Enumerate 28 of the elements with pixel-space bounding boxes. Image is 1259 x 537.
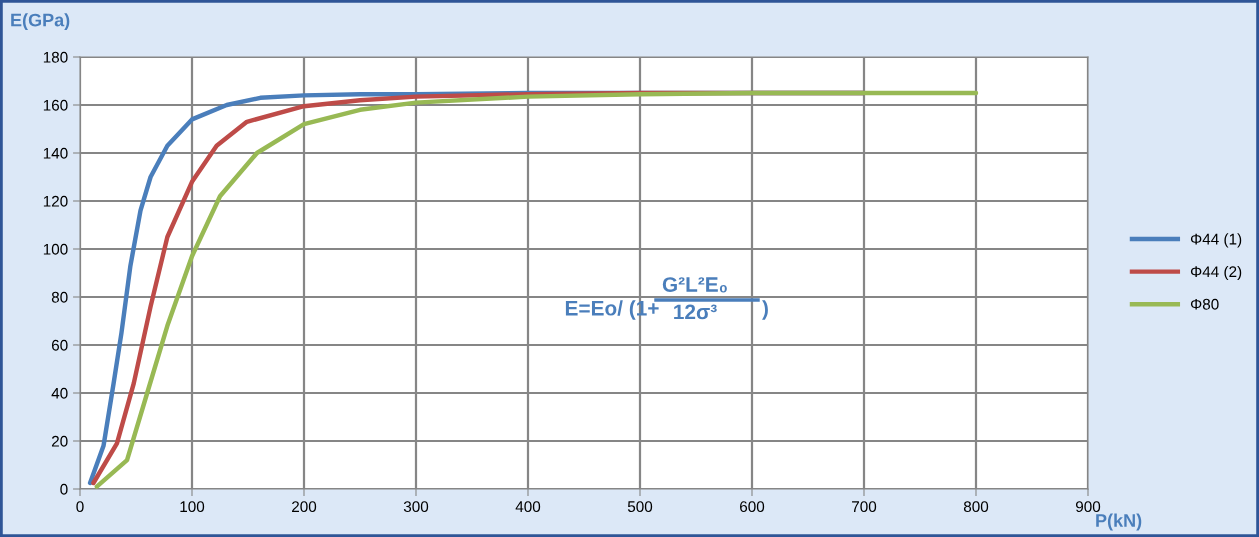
y-tick-label: 140 xyxy=(43,147,68,159)
y-tick-label: 60 xyxy=(51,339,68,351)
y-tick-label: 180 xyxy=(43,51,68,63)
x-tick-label: 600 xyxy=(740,501,765,513)
x-tick-label: 300 xyxy=(403,501,429,513)
y-tick-label: 100 xyxy=(43,243,68,255)
x-tick-label: 100 xyxy=(180,501,205,513)
annotation: G²L²E₀ xyxy=(662,277,727,293)
x-tick-label: 700 xyxy=(852,501,877,513)
y-tick-label: 80 xyxy=(51,291,68,303)
y-tick-label: 160 xyxy=(43,99,68,111)
x-tick-label: 500 xyxy=(627,501,653,513)
x-tick-label: 900 xyxy=(1075,501,1101,513)
annotation: ) xyxy=(762,300,768,320)
x-tick-label: 400 xyxy=(515,501,541,513)
x-tick-label: 200 xyxy=(292,501,317,513)
legend-label: Φ80 xyxy=(1190,298,1219,310)
y-tick-label: 120 xyxy=(43,195,68,207)
y-tick-label: 40 xyxy=(51,387,68,399)
x-tick-label: 0 xyxy=(76,501,84,513)
x-tick-label: 800 xyxy=(963,501,989,513)
legend-label: Φ44 (1) xyxy=(1190,233,1242,248)
y-axis-title: E(GPa) xyxy=(11,13,70,30)
y-tick-label: 20 xyxy=(51,435,68,447)
x-axis-title: P(kN) xyxy=(1096,513,1142,531)
annotation: 12σ³ xyxy=(674,304,717,320)
legend-label: Φ44 (2) xyxy=(1190,265,1242,281)
y-tick-label: 0 xyxy=(60,483,68,495)
